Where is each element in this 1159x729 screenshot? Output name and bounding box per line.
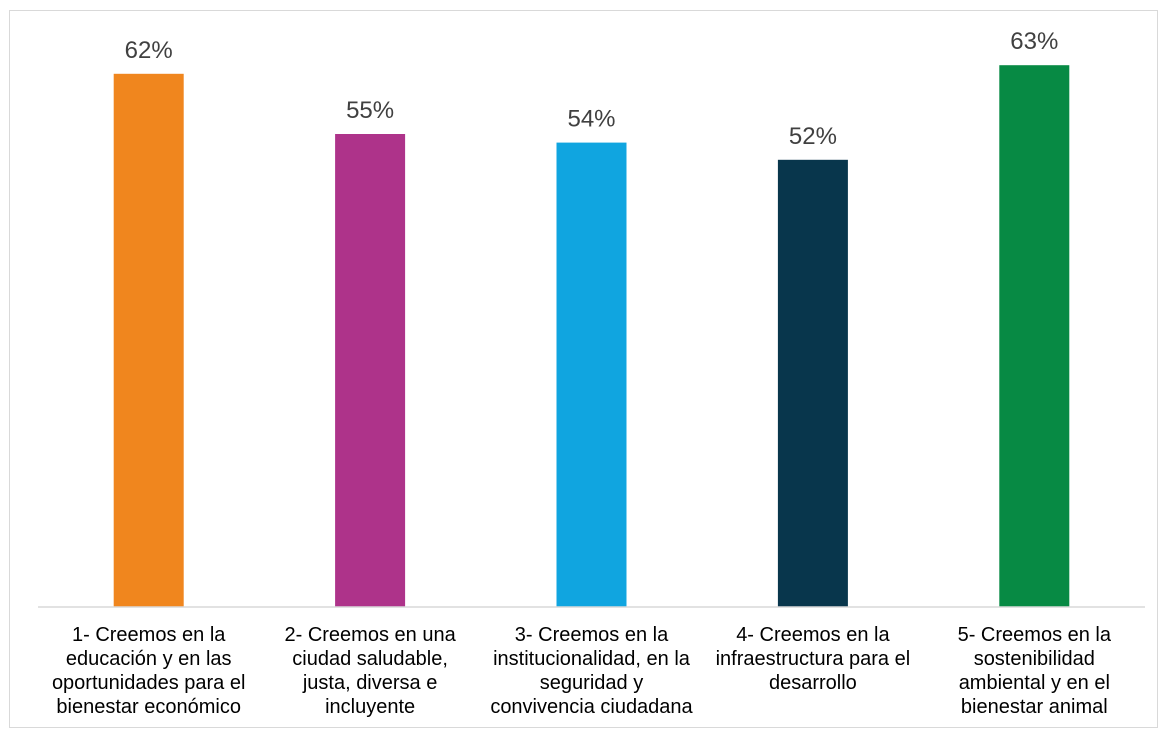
bar-1 <box>113 73 184 608</box>
bars-group <box>113 65 1070 608</box>
category-label-3: 3- Creemos en la institucionalidad, en l… <box>490 624 693 718</box>
category-label-5: 5- Creemos en la sostenibilidad ambienta… <box>957 624 1111 718</box>
category-label-1: 1- Creemos en la educación y en las opor… <box>51 624 246 718</box>
chart-frame: 62% 55% 54% 52% 63% 1- Creemos en la educaci… <box>9 10 1158 728</box>
bar-2 <box>335 134 406 607</box>
value-label-1: 62% <box>125 37 173 64</box>
bar-3 <box>556 142 627 607</box>
category-label-2: 2- Creemos en una ciudad saludable, just… <box>284 624 456 718</box>
value-labels-group: 62% 55% 54% 52% 63% <box>125 28 1059 150</box>
value-label-5: 63% <box>1010 28 1058 55</box>
value-label-4: 52% <box>789 123 837 150</box>
value-label-2: 55% <box>346 97 394 124</box>
bar-5 <box>999 65 1070 607</box>
bar-chart: 62% 55% 54% 52% 63% <box>38 28 1145 608</box>
value-label-3: 54% <box>567 106 615 133</box>
bar-4 <box>777 159 848 608</box>
category-label-4: 4- Creemos en la infraestructura para el… <box>715 624 911 694</box>
